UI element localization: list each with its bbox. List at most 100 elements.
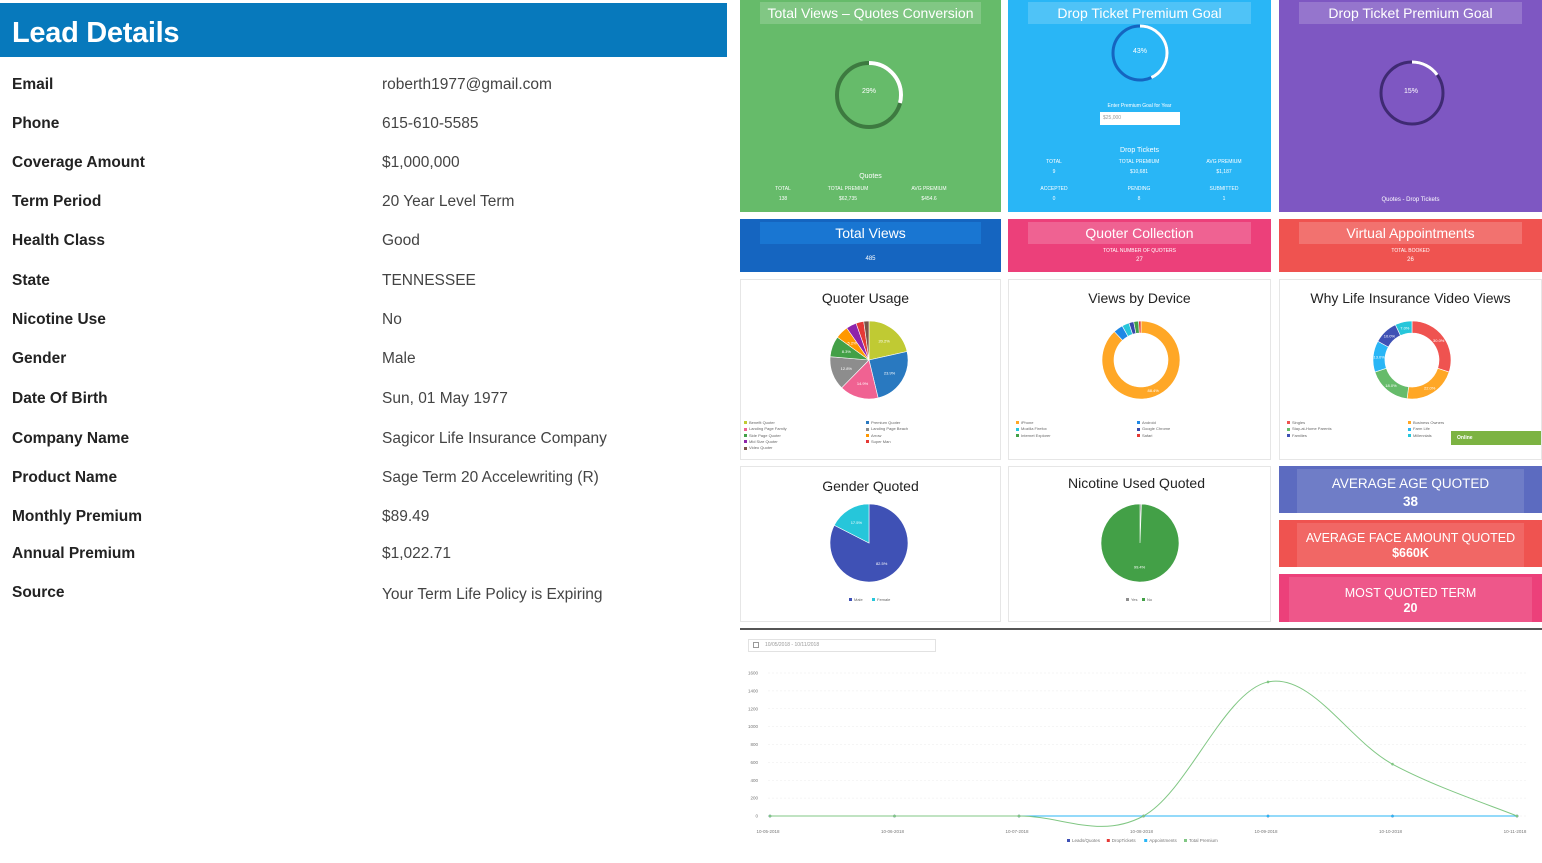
legend-label: Premium Quoter [871, 420, 901, 425]
lead-row-value: 615-610-5585 [382, 115, 479, 132]
legend-item[interactable]: Internet Explorer [1016, 433, 1051, 438]
series-point[interactable] [893, 814, 896, 818]
pie-slice[interactable] [833, 503, 870, 544]
legend-item[interactable]: Farm Life [1408, 426, 1430, 431]
premium-goal-label: Enter Premium Goal for Year [1107, 103, 1172, 109]
lead-row: Phone 615-610-5585 [0, 115, 728, 145]
legend-item[interactable]: Premium Quoter [866, 420, 900, 425]
pie-slice[interactable] [863, 320, 870, 361]
lead-row-value: 20 Year Level Term [382, 193, 515, 210]
line-legend-label[interactable]: Leads/Quotes [1072, 838, 1101, 843]
quoter-collection-value: 27 [1136, 257, 1143, 263]
avg-face-tile: AVERAGE FACE AMOUNT QUOTED $660K [1279, 520, 1542, 567]
legend-swatch [866, 434, 869, 438]
avg-age-value: 38 [1402, 494, 1419, 509]
lead-row: Product Name Sage Term 20 Accelewriting (… [0, 469, 728, 499]
series-point[interactable] [1391, 814, 1394, 818]
lead-row-value: Male [382, 350, 416, 367]
pie-slice[interactable] [1406, 367, 1450, 400]
most-term-value: 20 [1403, 601, 1418, 615]
lead-details-panel: Lead Details Email roberth1977@gmail.com P… [0, 0, 728, 620]
legend-item[interactable]: Arrow [866, 433, 881, 438]
legend-item[interactable]: Landing Page Family [744, 426, 787, 431]
date-range-picker[interactable]: 10/05/2018 - 10/11/2018 [748, 639, 936, 652]
y-tick-label: 600 [750, 760, 758, 765]
line-legend-label[interactable]: Appointments [1149, 838, 1177, 843]
y-tick-label: 400 [750, 778, 758, 783]
x-tick-label: 10-05-2018 [756, 829, 780, 834]
legend-label: Female [877, 597, 891, 602]
legend-item[interactable]: Singles [1287, 420, 1305, 425]
pie-slice[interactable] [1138, 320, 1142, 334]
legend-item[interactable]: Stay-at-Home Parents [1287, 426, 1332, 431]
legend-item[interactable]: Video Quoter [744, 445, 773, 450]
legend-label: Benefit Quoter [749, 420, 775, 425]
legend-label: Singles [1292, 420, 1306, 425]
series-point[interactable] [768, 814, 772, 818]
pie-slice[interactable] [1101, 320, 1181, 400]
legend-item[interactable]: Mozilla Firefox [1016, 426, 1047, 431]
online-badge[interactable]: Online [1451, 431, 1541, 445]
premium-goal-2-tile: Drop Ticket Premium Goal 15% Quotes - Dr… [1279, 0, 1542, 212]
legend-swatch [1408, 427, 1411, 431]
legend-item[interactable]: Safari [1137, 433, 1152, 438]
legend-label: Super Man [871, 438, 891, 444]
legend-item[interactable]: Mid Size Quoter [744, 439, 778, 444]
y-tick-label: 1600 [748, 671, 759, 676]
tile-stat-label: TOTAL PREMIUM [1118, 159, 1160, 165]
lead-row: Date Of Birth Sun, 01 May 1977 [0, 390, 728, 420]
premium-goal-ring [1111, 24, 1169, 82]
pie-slice-label: 82.5% [876, 561, 888, 566]
legend-item[interactable]: Business Owners [1408, 420, 1444, 425]
pie-slice-label: 7.0% [1400, 325, 1410, 330]
legend-item[interactable]: Male [849, 597, 863, 602]
legend-item[interactable]: iPhone [1016, 420, 1033, 425]
line-legend-label[interactable]: DropTickets [1112, 838, 1137, 843]
pie-slice[interactable] [868, 320, 908, 361]
tile-stat-value: $10,681 [1129, 169, 1149, 175]
series-point[interactable] [1266, 814, 1270, 818]
legend-item[interactable]: Landing Page Beach [866, 426, 908, 431]
legend-item[interactable]: Side Page Quoter [744, 433, 781, 438]
legend-label: Landing Page Beach [871, 426, 909, 432]
pie-slice[interactable] [868, 351, 909, 399]
legend-swatch [866, 440, 869, 444]
premium-goal-input[interactable]: $25,000 [1100, 112, 1180, 125]
legend-swatch [1408, 434, 1411, 438]
ring-progress [1379, 60, 1445, 126]
ring-progress [835, 61, 903, 129]
legend-swatch [1137, 421, 1140, 425]
legend-swatch [1016, 427, 1019, 431]
series-point[interactable] [1142, 814, 1145, 818]
lead-row-value: No [382, 311, 402, 328]
lead-row-label: Term Period [12, 193, 102, 210]
legend-item[interactable]: Families [1287, 433, 1307, 438]
series-point[interactable] [1017, 814, 1021, 818]
gender-quoted-pie: 82.5% 17.5% [829, 503, 909, 583]
legend-swatch [1408, 421, 1411, 425]
series-point[interactable] [1266, 680, 1270, 684]
series-point[interactable] [1391, 762, 1394, 766]
legend-item[interactable]: Yes [1126, 597, 1138, 602]
pie-slice[interactable] [1100, 503, 1180, 583]
series-point[interactable] [1515, 814, 1519, 818]
tile-stat-value: 8 [1137, 196, 1141, 202]
legend-label: Millennials [1413, 432, 1432, 438]
legend-swatch [744, 434, 747, 438]
legend-item[interactable]: Android [1137, 420, 1156, 425]
legend-swatch [744, 440, 747, 444]
most-term-inner [1289, 577, 1532, 622]
lead-row-label: Nicotine Use [12, 311, 106, 328]
views-conversion-ring [835, 61, 903, 129]
legend-item[interactable]: Benefit Quoter [744, 420, 775, 425]
legend-item[interactable]: No [1142, 597, 1152, 602]
pie-slice[interactable] [1394, 320, 1413, 336]
legend-item[interactable]: Google Chrome [1137, 426, 1170, 431]
line-legend-label[interactable]: Total Premium [1189, 838, 1218, 843]
views-by-device-title: Views by Device [1088, 290, 1191, 306]
legend-item[interactable]: Super Man [866, 439, 891, 444]
pie-slice[interactable] [1411, 320, 1452, 373]
legend-swatch [1016, 434, 1019, 438]
legend-item[interactable]: Millennials [1408, 433, 1432, 438]
legend-item[interactable]: Female [872, 597, 890, 602]
